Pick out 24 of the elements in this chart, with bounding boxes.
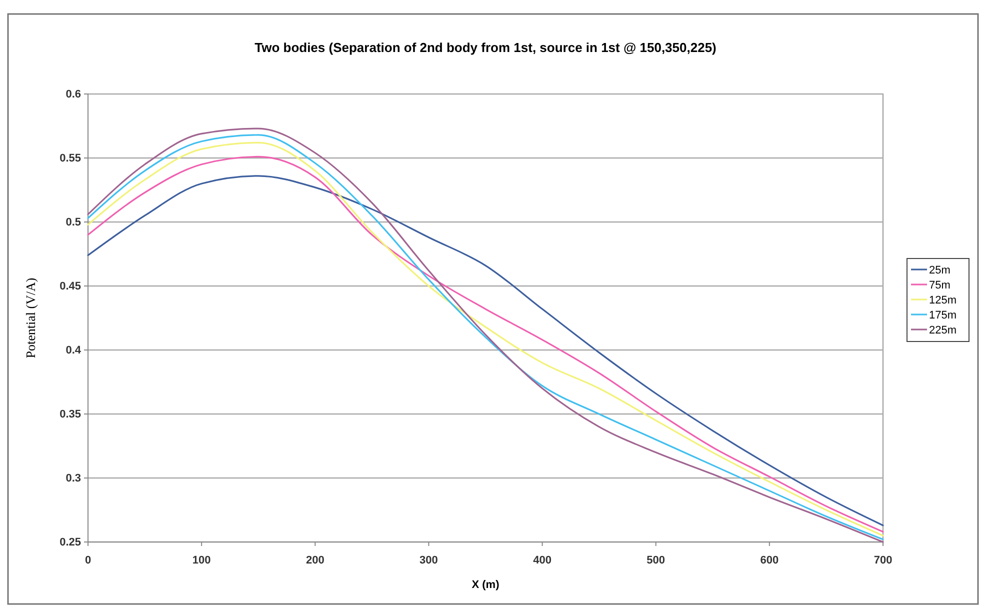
- x-tick-label: 500: [646, 554, 666, 566]
- y-tick-label: 0.45: [60, 280, 81, 293]
- x-tick-label: 100: [192, 554, 211, 566]
- y-tick-label: 0.5: [66, 216, 81, 229]
- x-tick-label: 400: [533, 554, 552, 566]
- x-tick-label: 600: [760, 554, 779, 566]
- legend-label: 225m: [929, 324, 957, 336]
- y-tick-label: 0.35: [60, 408, 81, 421]
- x-tick-label: 700: [874, 554, 892, 566]
- legend-label: 125m: [929, 294, 957, 306]
- x-tick-label: 300: [420, 554, 438, 566]
- x-tick-label: 0: [84, 554, 92, 566]
- legend-label: 75m: [929, 280, 950, 292]
- y-tick-label: 0.6: [66, 88, 81, 101]
- legend-label: 25m: [929, 264, 950, 276]
- y-tick-label: 0.3: [66, 472, 81, 485]
- chart-title: Two bodies (Separation of 2nd body from 1st, source in 1st @ 150,350,225): [254, 40, 716, 55]
- x-axis-title: X (m): [472, 579, 500, 591]
- y-tick-label: 0.25: [60, 536, 81, 549]
- y-tick-label: 0.55: [60, 152, 81, 165]
- y-tick-label: 0.4: [66, 344, 82, 357]
- y-axis-title: Potential (V/A): [23, 278, 38, 358]
- x-tick-label: 200: [306, 554, 324, 566]
- legend-label: 175m: [929, 310, 957, 322]
